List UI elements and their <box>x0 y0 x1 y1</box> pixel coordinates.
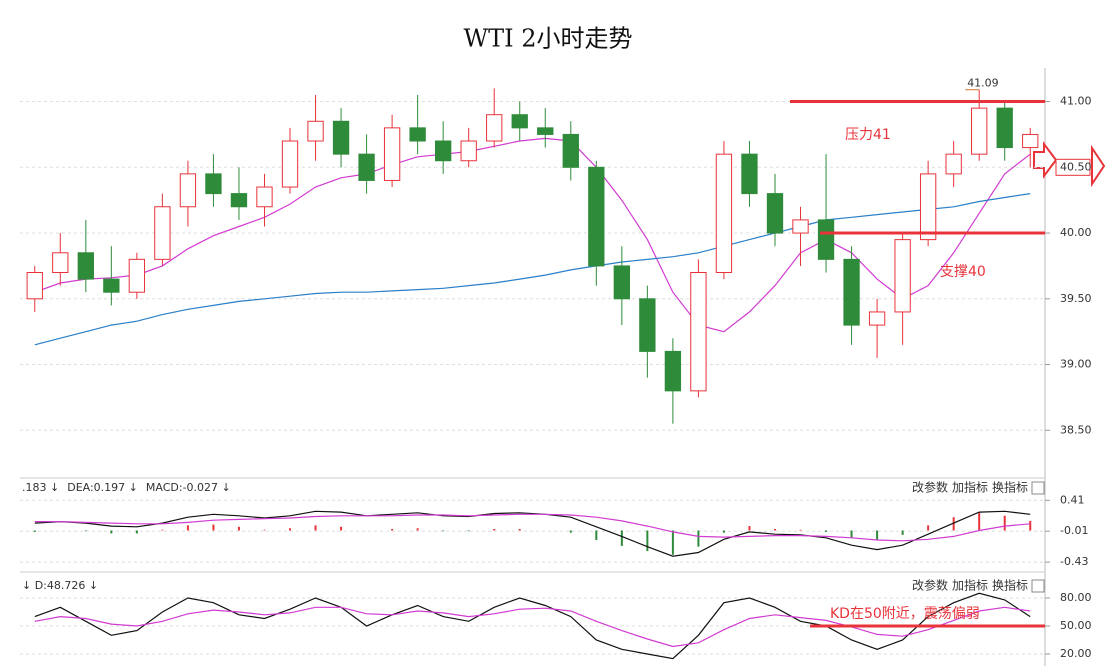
candle-body <box>562 133 579 168</box>
annotation: 压力41 <box>845 127 891 143</box>
indicator-label: .183 ↓ <box>22 481 59 494</box>
candle-body <box>332 120 350 155</box>
indicator-button[interactable]: 改参数 <box>912 578 948 593</box>
y-tick-label: 41.00 <box>1060 95 1092 108</box>
chart-title: WTI 2小时走势 <box>463 25 632 53</box>
candle-body <box>205 173 222 195</box>
price-box <box>1055 158 1091 176</box>
y-tick-label: 80.00 <box>1060 591 1092 604</box>
candle-body <box>639 298 656 352</box>
dea-line <box>34 513 1031 542</box>
y-tick-label: -0.43 <box>1060 555 1088 568</box>
annotation: 支撑40 <box>940 264 986 280</box>
candle-body <box>588 166 605 267</box>
y-tick-label: 38.50 <box>1060 423 1092 436</box>
candle-body <box>613 265 630 300</box>
ma-line <box>34 193 1031 346</box>
candle-body <box>511 114 528 129</box>
indicator-label: MACD:-0.027 ↓ <box>146 481 231 494</box>
candle-body <box>868 311 886 326</box>
y-tick-label: 39.50 <box>1060 292 1092 305</box>
candle-body <box>256 186 273 208</box>
y-tick-label: 50.00 <box>1060 619 1092 632</box>
y-tick-label: 40.00 <box>1060 226 1092 239</box>
candle-body <box>77 252 94 280</box>
candle-body <box>971 107 988 155</box>
indicator-button[interactable]: 加指标 <box>952 578 988 593</box>
close-button[interactable] <box>1031 579 1045 593</box>
candle-body <box>537 127 554 135</box>
candle-body <box>996 107 1013 149</box>
indicator-label: ↓ D:48.726 ↓ <box>22 579 98 592</box>
candle-body <box>766 193 784 234</box>
indicator-label: DEA:0.197 ↓ <box>67 481 138 494</box>
dif-line <box>34 510 1031 557</box>
candle-body <box>179 173 197 208</box>
y-tick-label: 0.41 <box>1060 493 1085 506</box>
candle-body <box>281 140 299 188</box>
close-button[interactable] <box>1031 481 1045 495</box>
annotation: KD在50附近，震荡偏弱 <box>830 606 980 622</box>
indicator-button[interactable]: 改参数 <box>912 480 948 495</box>
candle-body <box>460 140 477 162</box>
indicator-button[interactable]: 换指标 <box>992 578 1028 593</box>
kd-line <box>34 592 1031 660</box>
ma-line <box>34 137 1031 333</box>
kd-line <box>34 606 1031 648</box>
candle-body <box>1022 133 1039 149</box>
candle-body <box>435 140 452 162</box>
candle-body <box>664 350 682 392</box>
candle-body <box>307 120 324 142</box>
indicator-button[interactable]: 加指标 <box>952 480 988 495</box>
candle-body <box>741 153 758 195</box>
candle-body <box>715 153 733 273</box>
candle-body <box>919 173 937 241</box>
candle-body <box>486 114 503 142</box>
candle-body <box>945 153 962 175</box>
candle-body <box>843 258 860 326</box>
arrow-icon <box>1033 141 1058 179</box>
candle-body <box>358 153 375 181</box>
last-price: 40.50 <box>1060 160 1092 173</box>
candle-body <box>817 219 835 260</box>
candle-body <box>894 239 911 313</box>
candle-body <box>26 272 43 300</box>
y-tick-label: -0.01 <box>1060 524 1088 537</box>
high-label: 41.09 <box>967 77 999 90</box>
candle-body <box>154 206 171 260</box>
candle-body <box>52 252 69 273</box>
candle-body <box>409 127 426 142</box>
candle-body <box>792 219 809 234</box>
y-tick-label: 20.00 <box>1060 647 1092 660</box>
y-tick-label: 39.00 <box>1060 358 1092 371</box>
arrow-icon <box>1091 144 1106 188</box>
candle-body <box>103 278 120 293</box>
candle-body <box>690 272 707 392</box>
indicator-button[interactable]: 换指标 <box>992 480 1028 495</box>
candle-body <box>383 127 401 181</box>
candle-body <box>230 193 248 208</box>
candle-body <box>128 258 146 293</box>
